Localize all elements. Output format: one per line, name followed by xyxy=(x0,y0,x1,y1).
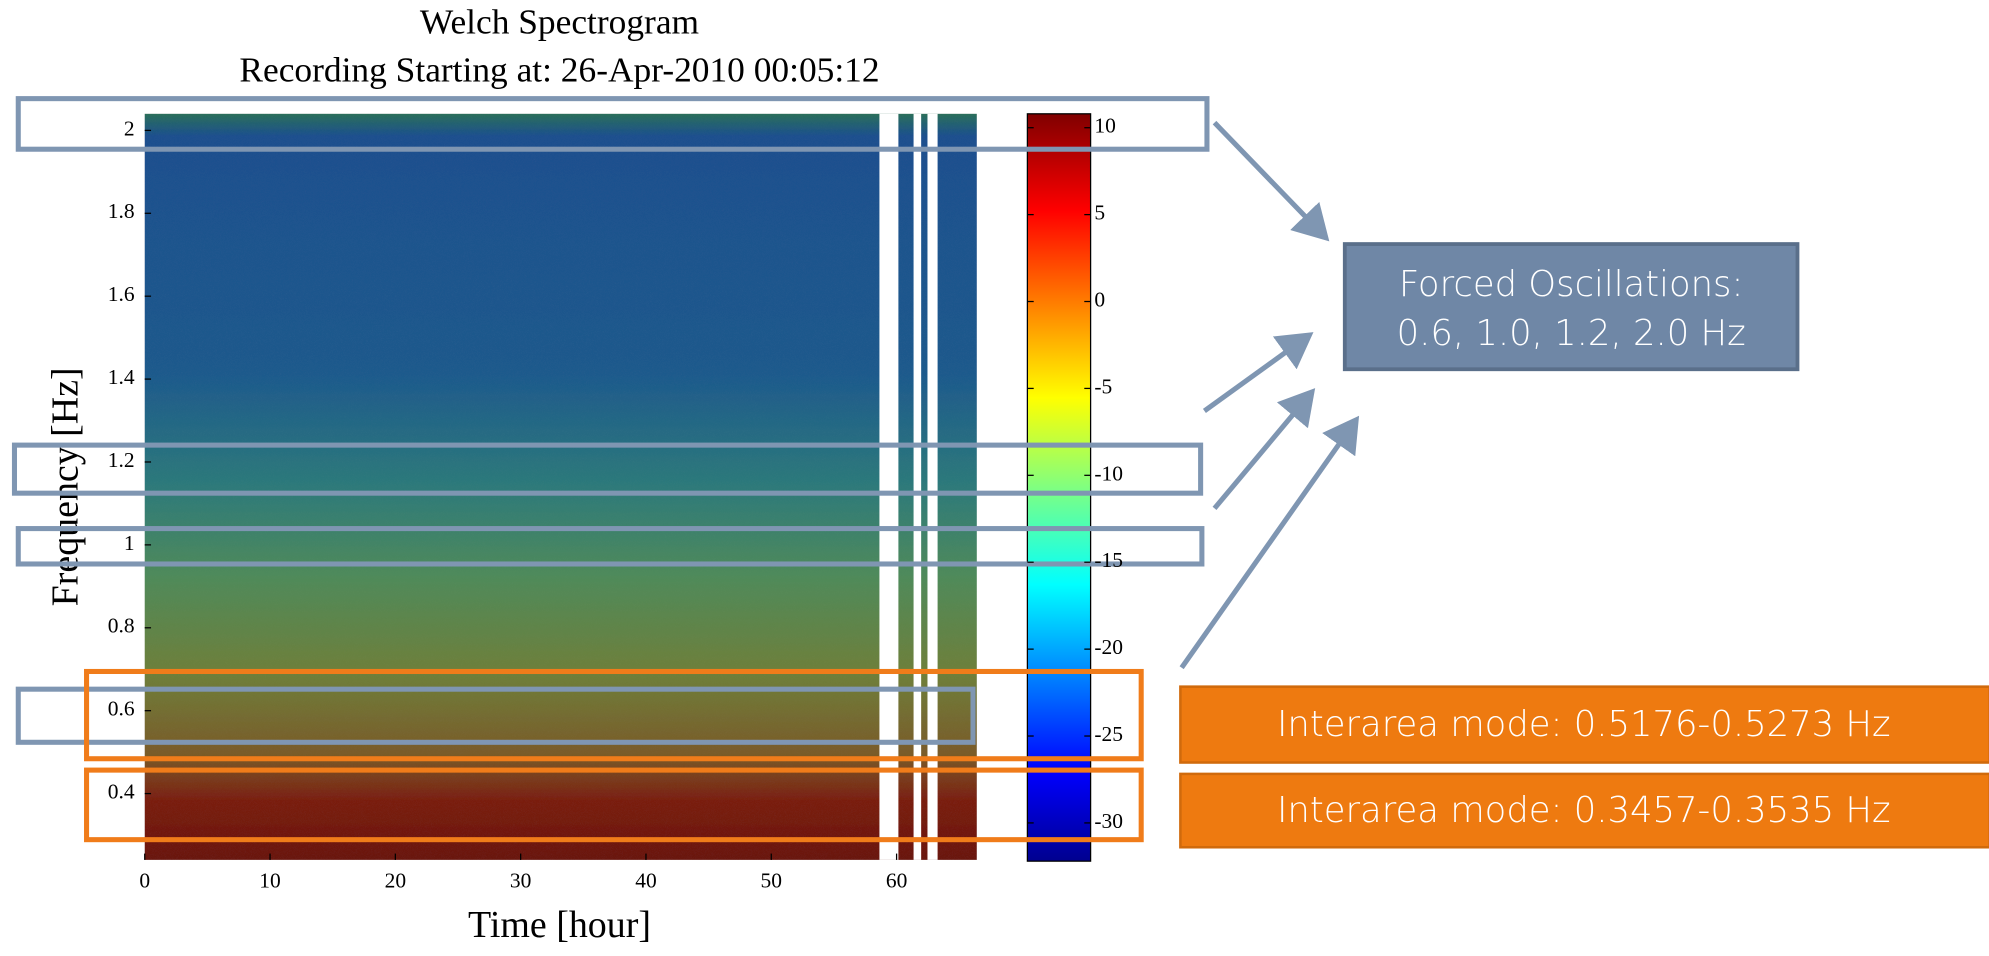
highlight-box xyxy=(11,442,1204,496)
y-tick-label: 0.6 xyxy=(108,697,135,721)
spectrogram-image xyxy=(144,113,977,860)
highlight-box xyxy=(15,526,1205,567)
y-tick-label: 1.6 xyxy=(108,282,135,306)
x-tick-label: 30 xyxy=(510,869,531,893)
y-axis-label: Frequency [Hz] xyxy=(45,367,87,606)
highlight-box xyxy=(15,686,976,745)
data-gap xyxy=(913,113,922,860)
orange-highlights xyxy=(84,668,1144,843)
annotation-text: Forced Oscillations: xyxy=(1399,264,1744,305)
x-tick-label: 10 xyxy=(259,869,280,893)
arrow xyxy=(1179,415,1360,670)
colorbar-tick-label: 10 xyxy=(1094,114,1115,138)
highlights xyxy=(11,96,1210,745)
annotation-box xyxy=(1342,242,1800,372)
y-tick-label: 1 xyxy=(124,531,135,555)
x-axis-label: Time [hour] xyxy=(468,904,651,946)
y-tick-label: 1.8 xyxy=(108,199,135,223)
spectrogram xyxy=(144,113,977,860)
chart-title: Welch Spectrogram xyxy=(420,1,699,41)
data-gap xyxy=(879,113,899,860)
colorbar-tick-label: -20 xyxy=(1094,635,1123,659)
colorbar-tick-label: 0 xyxy=(1094,287,1105,311)
annotation-text: Interarea mode: 0.5176-0.5273 Hz xyxy=(1277,704,1891,745)
x-tick-label: 50 xyxy=(761,869,782,893)
annotation-text: 0.6, 1.0, 1.2, 2.0 Hz xyxy=(1397,313,1746,354)
colorbar-tick-label: -30 xyxy=(1094,809,1123,833)
colorbar-tick-label: -15 xyxy=(1094,548,1123,572)
colorbar xyxy=(1026,113,1092,862)
annotation-box xyxy=(1179,685,1989,764)
x-tick-label: 20 xyxy=(385,869,406,893)
colorbar-tick-label: 5 xyxy=(1094,201,1105,225)
y-tick-label: 1.2 xyxy=(108,448,135,472)
x-tick-label: 0 xyxy=(139,869,150,893)
colorbar-tick-label: -5 xyxy=(1094,374,1112,398)
annotation-box xyxy=(1179,772,1989,849)
arrows xyxy=(1179,120,1360,670)
y-tick-label: 0.8 xyxy=(108,614,135,638)
x-tick-label: 40 xyxy=(635,869,656,893)
colorbar-tick-label: -25 xyxy=(1094,722,1123,746)
x-tick-label: 60 xyxy=(886,869,907,893)
annotation-text: Interarea mode: 0.3457-0.3535 Hz xyxy=(1277,790,1891,831)
arrow xyxy=(1212,388,1316,510)
y-tick-label: 2 xyxy=(124,116,135,140)
y-tick-label: 1.4 xyxy=(108,365,135,389)
colorbar-tick-label: -10 xyxy=(1094,461,1123,485)
highlight-box xyxy=(84,767,1144,843)
arrow xyxy=(1202,332,1314,414)
data-gap xyxy=(927,113,938,860)
chart-subtitle: Recording Starting at: 26-Apr-2010 00:05… xyxy=(239,49,879,89)
y-tick-label: 0.4 xyxy=(108,780,135,804)
highlight-box xyxy=(15,96,1210,152)
highlight-box xyxy=(84,668,1144,762)
arrow xyxy=(1212,120,1330,242)
